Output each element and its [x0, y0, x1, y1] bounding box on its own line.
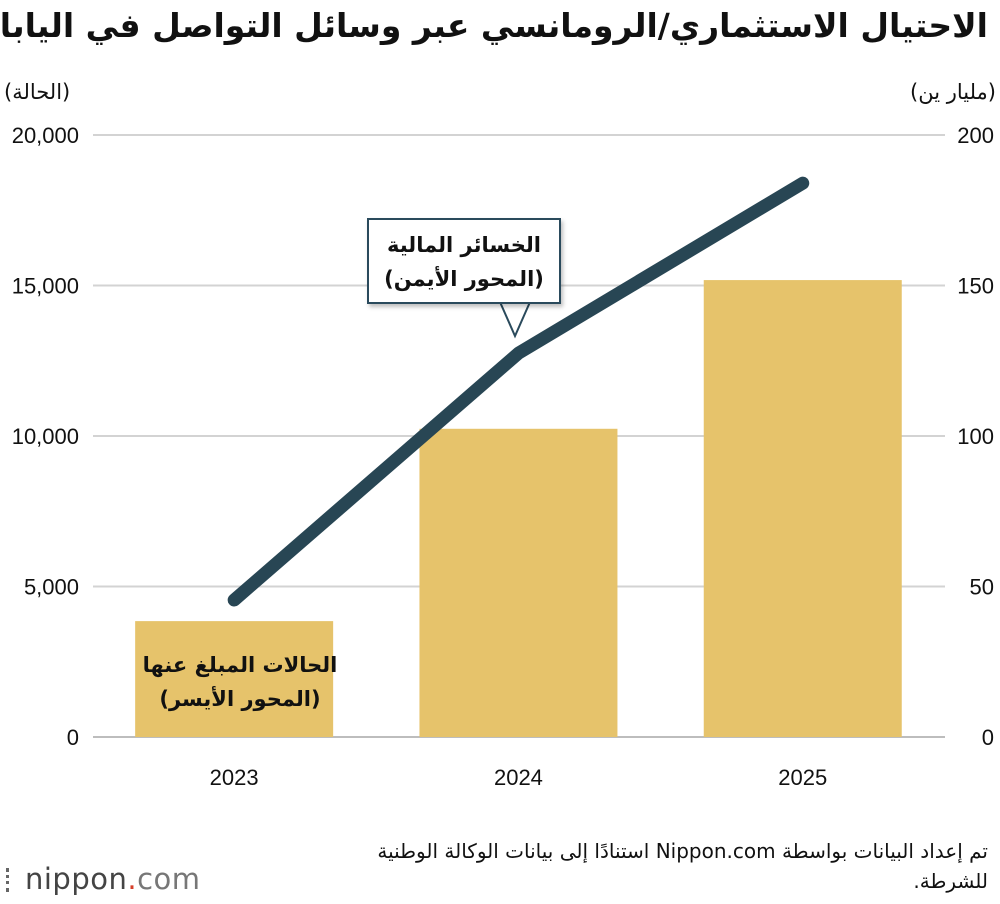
- source-note: تم إعداد البيانات بواسطة Nippon.com استن…: [377, 839, 988, 893]
- nippon-logo: nippon.com: [6, 862, 201, 896]
- bar-label-axis: (المحور الأيسر): [159, 687, 321, 711]
- logo-suffix: com: [137, 862, 201, 896]
- logo-text: nippon: [25, 862, 128, 896]
- logo-mark-icon: [6, 868, 13, 892]
- x-tick-label: 2025: [778, 765, 827, 790]
- line-series-callout: الخسائر المالية (المحور الأيمن): [367, 218, 561, 304]
- bar-series-label: الحالات المبلغ عنها (المحور الأيسر): [120, 648, 360, 716]
- right-axis-unit: (مليار ين): [910, 80, 996, 104]
- left-axis-unit: (الحالة): [4, 80, 71, 104]
- line-point: [801, 182, 804, 185]
- bar-reported-cases: [419, 428, 618, 737]
- left-tick-label: 20,000: [12, 123, 79, 148]
- left-tick-label: 10,000: [12, 424, 79, 449]
- bar-label-title: الحالات المبلغ عنها: [142, 653, 338, 677]
- line-label-axis: (المحور الأيمن): [384, 267, 544, 291]
- bar-reported-cases: [135, 621, 334, 737]
- right-tick-label: 200: [957, 123, 994, 148]
- callout-pointer: [498, 301, 532, 339]
- x-tick-label: 2024: [494, 765, 543, 790]
- right-tick-label: 50: [970, 575, 994, 600]
- chart-title: الاحتيال الاستثماري/الرومانسي عبر وسائل …: [0, 6, 988, 45]
- right-tick-label: 150: [957, 274, 994, 299]
- left-tick-label: 15,000: [12, 274, 79, 299]
- line-label-title: الخسائر المالية: [387, 233, 541, 257]
- bar-reported-cases: [703, 280, 902, 737]
- line-point: [233, 599, 236, 602]
- line-point: [517, 352, 520, 355]
- right-tick-label: 100: [957, 424, 994, 449]
- x-tick-label: 2023: [210, 765, 259, 790]
- right-tick-label: 0: [982, 725, 994, 750]
- logo-dot: .: [127, 862, 138, 896]
- left-tick-label: 5,000: [24, 575, 79, 600]
- left-tick-label: 0: [67, 725, 79, 750]
